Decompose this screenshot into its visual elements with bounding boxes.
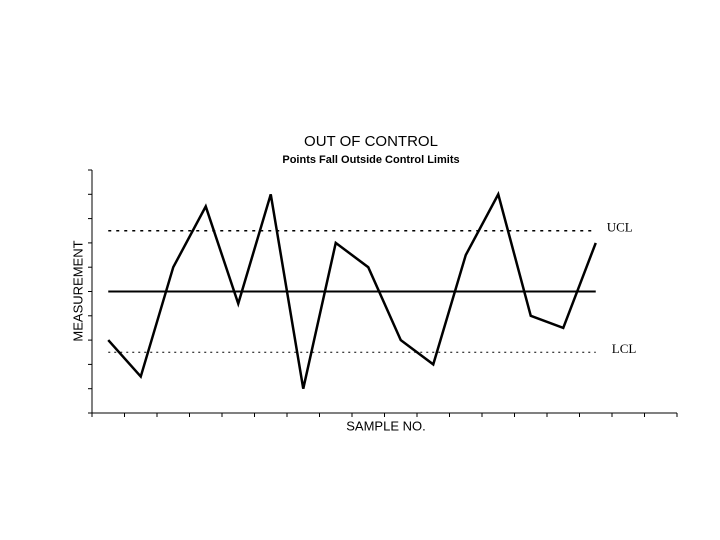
y-axis-label: MEASUREMENT	[70, 240, 85, 341]
chart-subtitle: Points Fall Outside Control Limits	[282, 154, 459, 166]
data-line	[107, 190, 597, 389]
control-limit-label: UCL	[607, 220, 633, 235]
control-limit-label: LCL	[612, 341, 637, 356]
chart-title: OUT OF CONTROL	[304, 133, 438, 150]
x-axis-label: SAMPLE NO.	[346, 418, 425, 433]
